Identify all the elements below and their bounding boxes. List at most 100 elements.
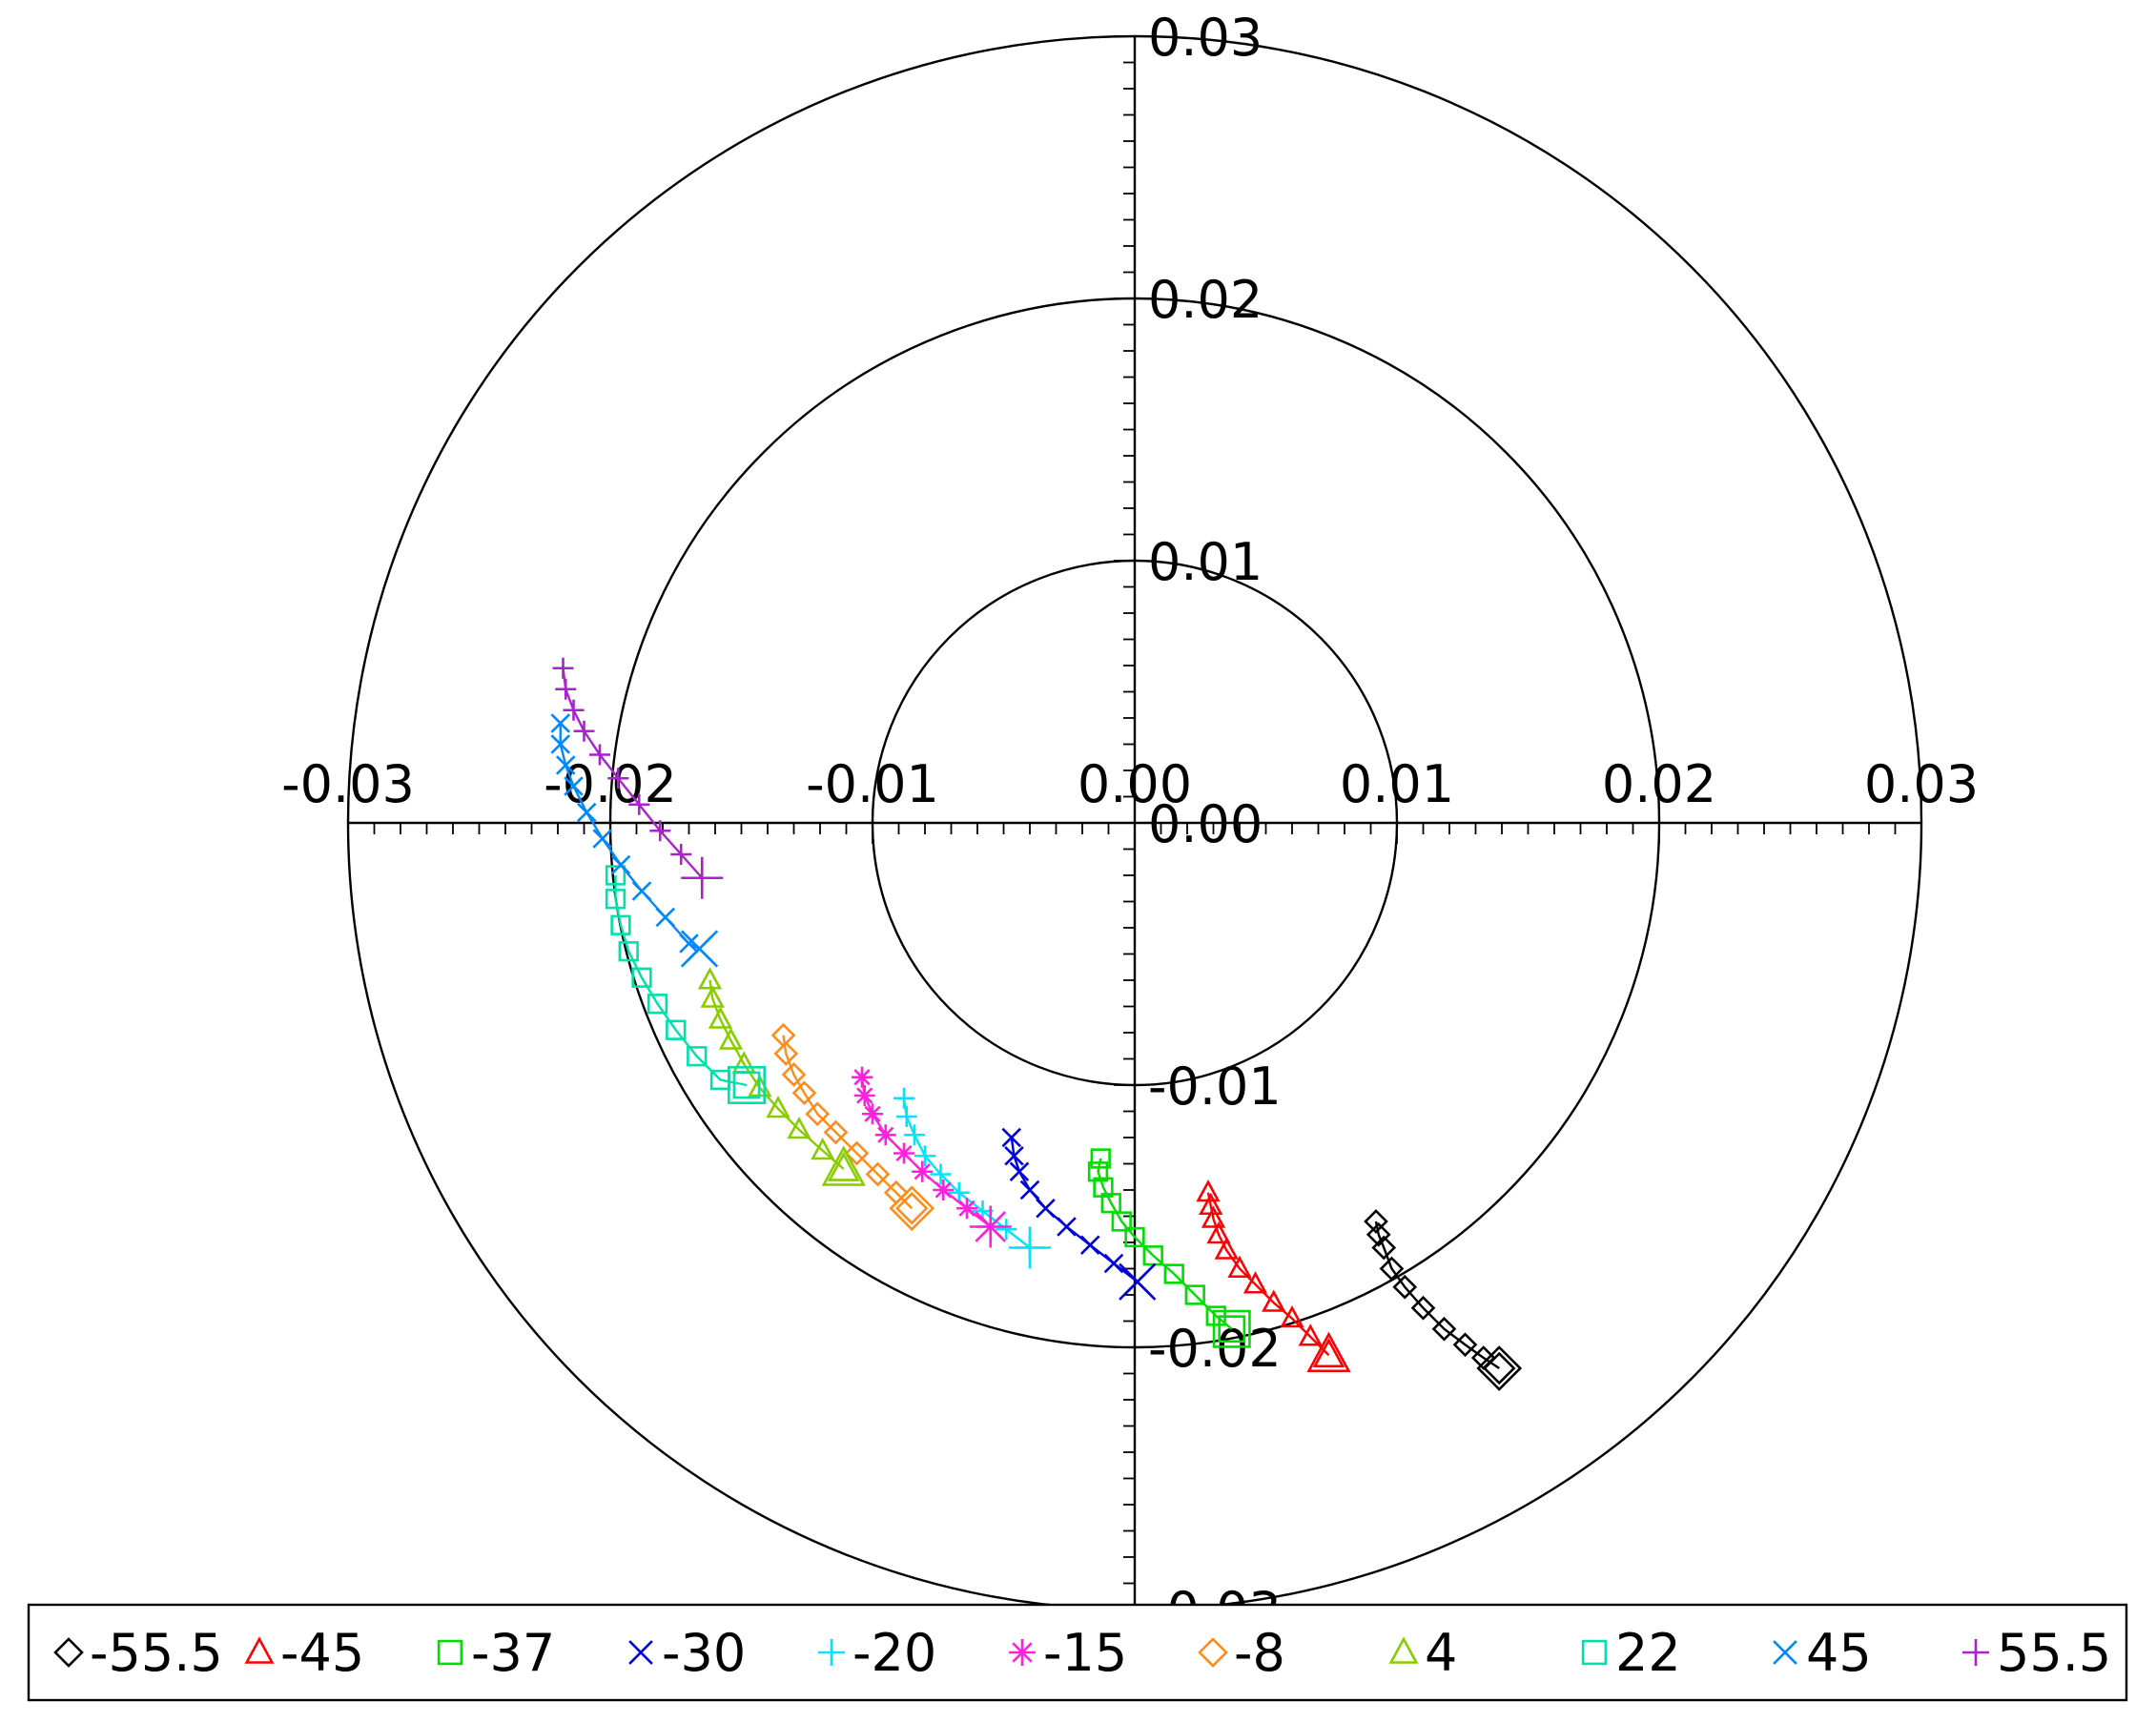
series-line [708,979,845,1170]
data-point [862,1103,883,1125]
legend-label: -30 [662,1623,746,1683]
legend-marker [1388,1636,1419,1664]
data-point [1079,1235,1100,1256]
data-point [853,1085,875,1106]
data-point [631,967,652,988]
data-point-inner [827,1151,860,1181]
data-point [895,1106,917,1127]
legend-marker [244,1636,275,1664]
data-point [1371,1235,1397,1261]
y-tick-label: 0.00 [1148,794,1263,854]
data-point-inner [895,1192,929,1225]
data-point [628,793,650,815]
data-point [563,699,585,721]
legend-box [27,1603,2128,1702]
series-45 [550,713,719,968]
data-point [914,1145,935,1167]
data-point [1201,1205,1226,1228]
data-point-inner [1312,1338,1345,1368]
data-point [1214,1237,1239,1260]
data-point [1124,1226,1145,1248]
y-tick-label: 0.01 [1148,532,1263,592]
series-4 [697,967,866,1186]
legend-label: -45 [280,1623,364,1683]
data-point [1009,1161,1030,1182]
data-point [1364,1209,1388,1234]
data-point [679,933,699,954]
data-point [1103,1253,1124,1274]
data-point [576,802,597,823]
data-point [1111,1211,1132,1232]
data-point [996,1219,1017,1241]
data-point [889,1185,935,1232]
data-point [852,1066,873,1088]
data-point [589,744,610,766]
legend-marker [1773,1640,1797,1665]
data-point [811,1138,835,1160]
data-point-inner [1015,1233,1045,1262]
data-point [700,985,725,1008]
y-tick-label: -0.01 [1148,1056,1282,1117]
series-55.5 [552,657,724,899]
legend-label: 4 [1425,1623,1457,1683]
legend-marker [1962,1639,1989,1666]
data-point [1184,1284,1205,1305]
legend-label: -37 [471,1623,555,1683]
data-point [773,1041,799,1066]
legend-marker [437,1639,463,1666]
legend-label: 55.5 [1997,1623,2111,1683]
data-point [555,755,576,775]
data-point [550,734,571,754]
data-point [1036,1198,1056,1219]
data-point [893,1087,914,1109]
data-point [1001,1127,1022,1148]
data-point [555,678,577,700]
data-point-inner [975,1212,1006,1241]
data-point [956,1198,977,1220]
data-point [610,914,631,935]
data-point [874,1124,896,1146]
data-point [1087,1161,1109,1182]
data-point [631,881,652,901]
data-point [552,657,574,679]
data-point [1019,1179,1040,1200]
data-point [912,1160,934,1182]
data-point-inner [732,1071,761,1099]
series-line [614,875,748,1087]
data-point [655,907,676,928]
tick-labels: -0.03 -0.02 -0.01 0.00 0.01 0.02 0.030.030.020… [281,8,1979,1641]
data-point [666,1019,687,1040]
data-point [865,1161,891,1187]
data-point [550,713,571,733]
series--45 [1196,1179,1351,1373]
data-point [687,1046,708,1067]
data-point [904,1124,925,1146]
data-point [1306,1331,1351,1373]
legend-marker [1009,1639,1036,1666]
data-point [1004,1145,1024,1166]
data-point [1090,1148,1111,1169]
series-line [782,1035,914,1210]
data-point [1365,1221,1391,1247]
data-point [787,1117,811,1139]
legend-label: -20 [852,1623,936,1683]
x-tick-label: 0.00 [1078,754,1192,814]
data-point [1100,1193,1121,1214]
legend-label: 45 [1806,1623,1872,1683]
x-tick-label: -0.01 [806,754,939,814]
legend-marker [1198,1637,1228,1668]
legend-label: -55.5 [90,1623,223,1683]
data-point [844,1140,870,1166]
x-tick-label: 0.01 [1340,754,1454,814]
data-point-inner [687,863,717,893]
legend-marker [53,1637,84,1668]
series--15 [852,1066,1012,1248]
axes [347,35,1922,1610]
legend-label: -15 [1043,1623,1127,1683]
data-point [564,776,584,796]
data-point [708,1006,733,1029]
data-point [781,1062,807,1087]
data-point [1392,1274,1418,1300]
data-point [821,1145,866,1186]
series--55.5 [1364,1209,1523,1391]
